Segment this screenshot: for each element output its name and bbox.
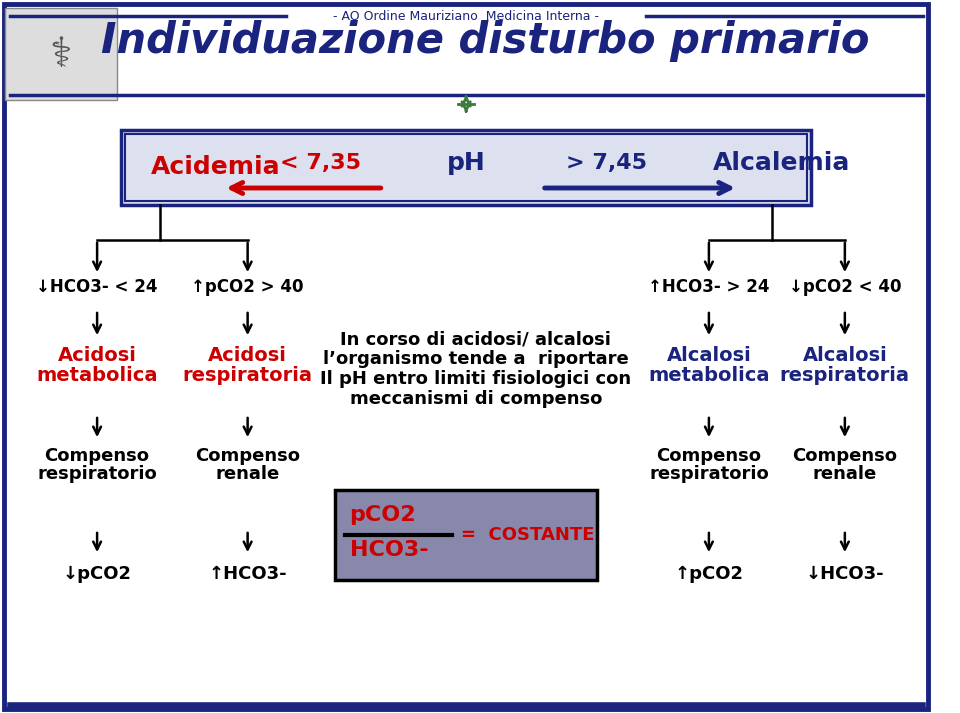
Text: ↑HCO3- > 24: ↑HCO3- > 24 bbox=[648, 278, 770, 296]
Bar bbox=[125, 134, 807, 201]
Text: ↓HCO3-: ↓HCO3- bbox=[805, 565, 884, 583]
Text: renale: renale bbox=[813, 465, 877, 483]
Text: l’organismo tende a  riportare: l’organismo tende a riportare bbox=[323, 350, 629, 368]
Text: Alcalemia: Alcalemia bbox=[713, 151, 851, 175]
Text: renale: renale bbox=[215, 465, 279, 483]
Text: ↑pCO2: ↑pCO2 bbox=[674, 565, 743, 583]
Bar bbox=[121, 130, 811, 205]
Text: pCO2: pCO2 bbox=[349, 505, 417, 525]
Text: Individuazione disturbo primario: Individuazione disturbo primario bbox=[102, 20, 870, 62]
Text: HCO3-: HCO3- bbox=[349, 540, 428, 560]
Text: Alcalosi: Alcalosi bbox=[666, 346, 752, 365]
Text: Compenso: Compenso bbox=[195, 447, 300, 465]
Text: Il pH entro limiti fisiologici con: Il pH entro limiti fisiologici con bbox=[321, 370, 632, 388]
Text: - AO Ordine Mauriziano  Medicina Interna -: - AO Ordine Mauriziano Medicina Interna … bbox=[333, 10, 599, 23]
Text: Alcalosi: Alcalosi bbox=[803, 346, 887, 365]
Text: meccanismi di compenso: meccanismi di compenso bbox=[349, 390, 602, 408]
Text: ↑pCO2 > 40: ↑pCO2 > 40 bbox=[191, 278, 304, 296]
Text: ⚕: ⚕ bbox=[49, 34, 71, 76]
Text: Compenso: Compenso bbox=[44, 447, 150, 465]
Text: =  COSTANTE: = COSTANTE bbox=[461, 526, 595, 544]
Text: respiratorio: respiratorio bbox=[649, 465, 769, 483]
Bar bbox=[5, 8, 116, 100]
Text: ↓pCO2: ↓pCO2 bbox=[62, 565, 132, 583]
Text: respiratorio: respiratorio bbox=[37, 465, 157, 483]
Text: Acidosi: Acidosi bbox=[208, 346, 287, 365]
Bar bbox=[335, 490, 597, 580]
Text: respiratoria: respiratoria bbox=[182, 366, 313, 385]
Text: metabolica: metabolica bbox=[36, 366, 157, 385]
Text: Compenso: Compenso bbox=[792, 447, 898, 465]
Text: < 7,35: < 7,35 bbox=[280, 153, 361, 173]
Text: metabolica: metabolica bbox=[648, 366, 770, 385]
Text: ↓pCO2 < 40: ↓pCO2 < 40 bbox=[788, 278, 901, 296]
Text: Acidemia: Acidemia bbox=[151, 155, 280, 179]
Text: Compenso: Compenso bbox=[657, 447, 761, 465]
Text: ↑HCO3-: ↑HCO3- bbox=[208, 565, 287, 583]
Text: respiratoria: respiratoria bbox=[780, 366, 910, 385]
Text: ↓HCO3- < 24: ↓HCO3- < 24 bbox=[36, 278, 157, 296]
Text: > 7,45: > 7,45 bbox=[566, 153, 647, 173]
Text: pH: pH bbox=[446, 151, 486, 175]
Text: In corso di acidosi/ alcalosi: In corso di acidosi/ alcalosi bbox=[341, 330, 612, 348]
Text: Acidosi: Acidosi bbox=[58, 346, 136, 365]
